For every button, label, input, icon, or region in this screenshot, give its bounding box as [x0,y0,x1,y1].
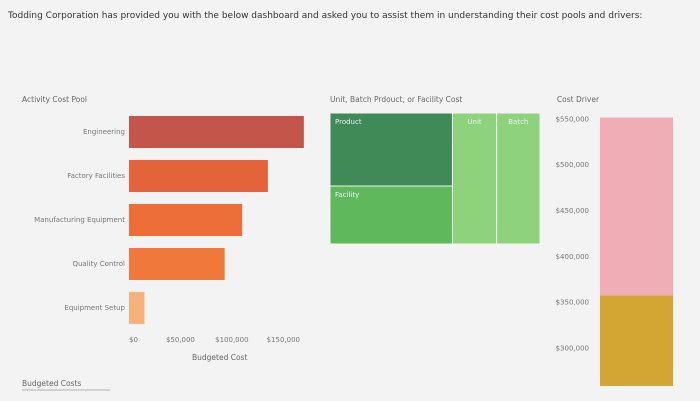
bar [129,292,145,324]
y-tick-label: $300,000 [556,344,589,352]
cell-label: Product [335,118,362,126]
treemap-cell [329,185,453,245]
cell-label: Batch [508,118,528,126]
y-tick-label: Factory Facilities [67,172,125,180]
treemap-cell [329,112,453,187]
bar [129,116,304,148]
x-tick-label: $50,000 [166,336,195,344]
bar-segment [600,295,673,386]
bar [129,160,268,192]
y-tick-label: $450,000 [556,207,589,215]
intro-text: Todding Corporation has provided you wit… [8,11,643,21]
cell-label: Unit [467,118,482,126]
y-tick-label: $350,000 [556,299,589,307]
cell-label: Facility [335,191,359,199]
y-tick-label: $550,000 [556,115,589,123]
y-tick-label: $400,000 [556,253,589,261]
x-axis-label: Budgeted Cost [192,353,247,362]
y-tick-label: $500,000 [556,161,589,169]
chart-title: Unit, Batch Prdouct, or Facility Cost [330,95,462,104]
bar [129,248,225,280]
bar [129,204,243,236]
x-tick-label: $150,000 [267,336,300,344]
treemap-cell [496,112,541,245]
chart-title: Cost Driver [557,95,600,104]
footer-text: Budgeted Costs [22,379,81,388]
y-tick-label: Equipment Setup [64,304,125,312]
treemap-cell [451,112,498,245]
x-tick-label: $100,000 [215,336,248,344]
y-tick-label: Manufacturing Equipment [34,216,125,224]
bar-segment [600,117,673,296]
y-tick-label: Quality Control [72,260,125,268]
y-tick-label: Engineering [83,128,125,136]
chart-title: Activity Cost Pool [22,95,87,104]
x-tick-label: $0 [129,336,138,344]
